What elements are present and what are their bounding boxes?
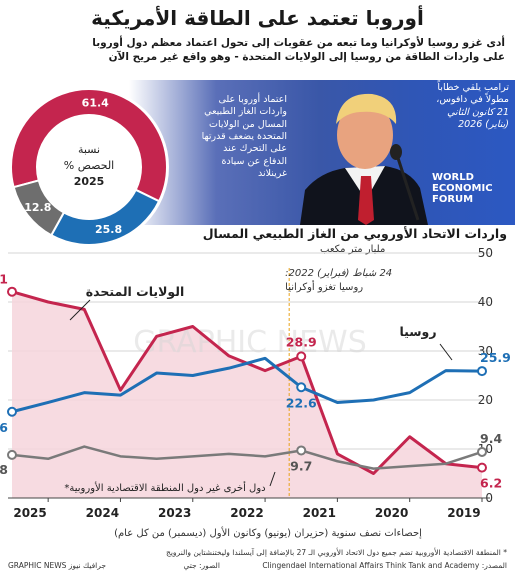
data-point bbox=[7, 449, 17, 460]
share-donut: 61.4 25.8 12.8 نسبة الحصص % 2025 bbox=[9, 87, 169, 247]
series-name-leader bbox=[439, 343, 453, 361]
donut-slice-label: 12.8 bbox=[24, 201, 51, 214]
chart-unit: مليار متر مكعب bbox=[320, 244, 386, 255]
source: المصدر: Clingendael International Affair… bbox=[184, 561, 508, 570]
caption-line: مطولاً في دافوس، bbox=[436, 94, 509, 106]
data-label: 8.8 bbox=[0, 462, 8, 477]
data-point bbox=[296, 382, 307, 393]
series-name-label: دول أخرى غير دول المنطقة الاقتصادية الأو… bbox=[64, 481, 265, 494]
x-axis-label: إحصاءات نصف سنوية (حزيران (يونيو) وكانون… bbox=[114, 526, 422, 539]
subtitle-line-1: أدى غزو روسيا لأوكرانيا وما تبعه من عقوب… bbox=[92, 37, 505, 49]
x-tick-label: 2022 bbox=[230, 506, 263, 520]
graphic-news-credit: GRAPHIC NEWS جرافيك نيوز bbox=[8, 561, 107, 570]
data-label: 17.6 bbox=[0, 420, 8, 435]
source-text: المصدر: Clingendael International Affair… bbox=[262, 561, 507, 570]
data-point bbox=[7, 406, 17, 417]
data-point bbox=[477, 446, 487, 457]
y-tick-label: 40 bbox=[478, 295, 493, 309]
us-area-fill bbox=[12, 291, 482, 498]
data-point bbox=[7, 286, 17, 297]
page-subtitle: أدى غزو روسيا لأوكرانيا وما تبعه من عقوب… bbox=[5, 36, 505, 64]
data-label: 25.9 bbox=[480, 350, 511, 365]
caption-line: 21 كانون الثاني bbox=[447, 106, 509, 118]
data-point bbox=[296, 351, 307, 362]
caption-line: الدفاع عن سيادة bbox=[221, 155, 288, 167]
caption-line: غرينلاند bbox=[257, 168, 287, 180]
wef-logo: WORLD ECONOMIC FORUM bbox=[432, 172, 493, 205]
caption-line: المسال من الولايات bbox=[209, 118, 287, 130]
y-tick-label: 50 bbox=[478, 246, 493, 260]
data-label: 28.9 bbox=[286, 334, 317, 349]
x-tick-label: 2023 bbox=[158, 506, 191, 520]
invasion-annotation: روسيا تغزو أوكرانيا bbox=[285, 280, 363, 293]
chart-title: واردات الاتحاد الأوروبي من الغاز الطبيعي… bbox=[202, 226, 507, 241]
watermark: GRAPHIC NEWS bbox=[133, 325, 366, 360]
y-tick-label: 30 bbox=[478, 344, 493, 358]
wef-logo-line: FORUM bbox=[432, 194, 474, 205]
caption-line: على التحرك عند bbox=[223, 143, 287, 155]
donut-slice-label: 61.4 bbox=[82, 96, 109, 109]
wef-logo-line: ECONOMIC bbox=[432, 183, 493, 194]
photo-caption-mid: اعتماد أوروبا على واردات الغاز الطبيعي ا… bbox=[202, 94, 287, 180]
wef-logo-line: WORLD bbox=[432, 172, 474, 183]
series-name-leader bbox=[69, 299, 91, 321]
x-tick-label: 2019 bbox=[447, 506, 480, 520]
data-label: 6.2 bbox=[480, 476, 502, 491]
series-name-label: روسيا bbox=[399, 324, 436, 339]
donut-slice-label: 25.8 bbox=[95, 223, 122, 236]
subtitle-line-2: على واردات الطاقة من روسيا إلى الولايات … bbox=[108, 51, 505, 64]
data-label: 9.7 bbox=[290, 458, 312, 473]
caption-line: (يناير) 2026 bbox=[458, 119, 509, 131]
series-line bbox=[11, 445, 483, 470]
caption-line: واردات الغاز الطبيعي bbox=[204, 106, 287, 118]
page-title: أوروبا تعتمد على الطاقة الأمريكية bbox=[91, 6, 424, 30]
caption-line: ترامب يلقي خطاباً bbox=[437, 82, 509, 93]
caption-line: المتحدة يضعف قدرتها bbox=[201, 131, 287, 143]
footnote: * المنطقة الاقتصادية الأوروبية تضم جميع … bbox=[166, 548, 507, 557]
data-label: 22.6 bbox=[286, 395, 317, 410]
series-name-leader bbox=[269, 471, 276, 487]
y-tick-label: 20 bbox=[478, 393, 493, 407]
donut-center-label: الحصص % bbox=[64, 159, 114, 172]
data-point bbox=[477, 366, 487, 377]
photo-credit: الصور: جتي bbox=[183, 561, 220, 570]
x-tick-label: 2025 bbox=[13, 506, 46, 520]
x-tick-label: 2024 bbox=[86, 506, 119, 520]
data-label: 42.1 bbox=[0, 272, 8, 287]
invasion-annotation: 24 شباط (فبراير) 2022: bbox=[285, 268, 392, 279]
donut-slice bbox=[12, 179, 66, 237]
x-tick-label: 2021 bbox=[303, 506, 336, 520]
caption-line: اعتماد أوروبا على bbox=[218, 94, 287, 105]
series-line bbox=[11, 356, 483, 414]
data-point bbox=[477, 462, 487, 473]
data-point bbox=[296, 445, 307, 456]
donut-center-label: 2025 bbox=[74, 175, 105, 188]
donut-center-label: نسبة bbox=[78, 143, 100, 156]
series-name-label: الولايات المتحدة bbox=[86, 284, 185, 299]
donut-slice bbox=[10, 88, 168, 203]
data-label: 9.4 bbox=[480, 431, 502, 446]
x-tick-label: 2020 bbox=[375, 506, 408, 520]
photo-caption-right: ترامب يلقي خطاباً مطولاً في دافوس، 21 كا… bbox=[436, 82, 509, 131]
